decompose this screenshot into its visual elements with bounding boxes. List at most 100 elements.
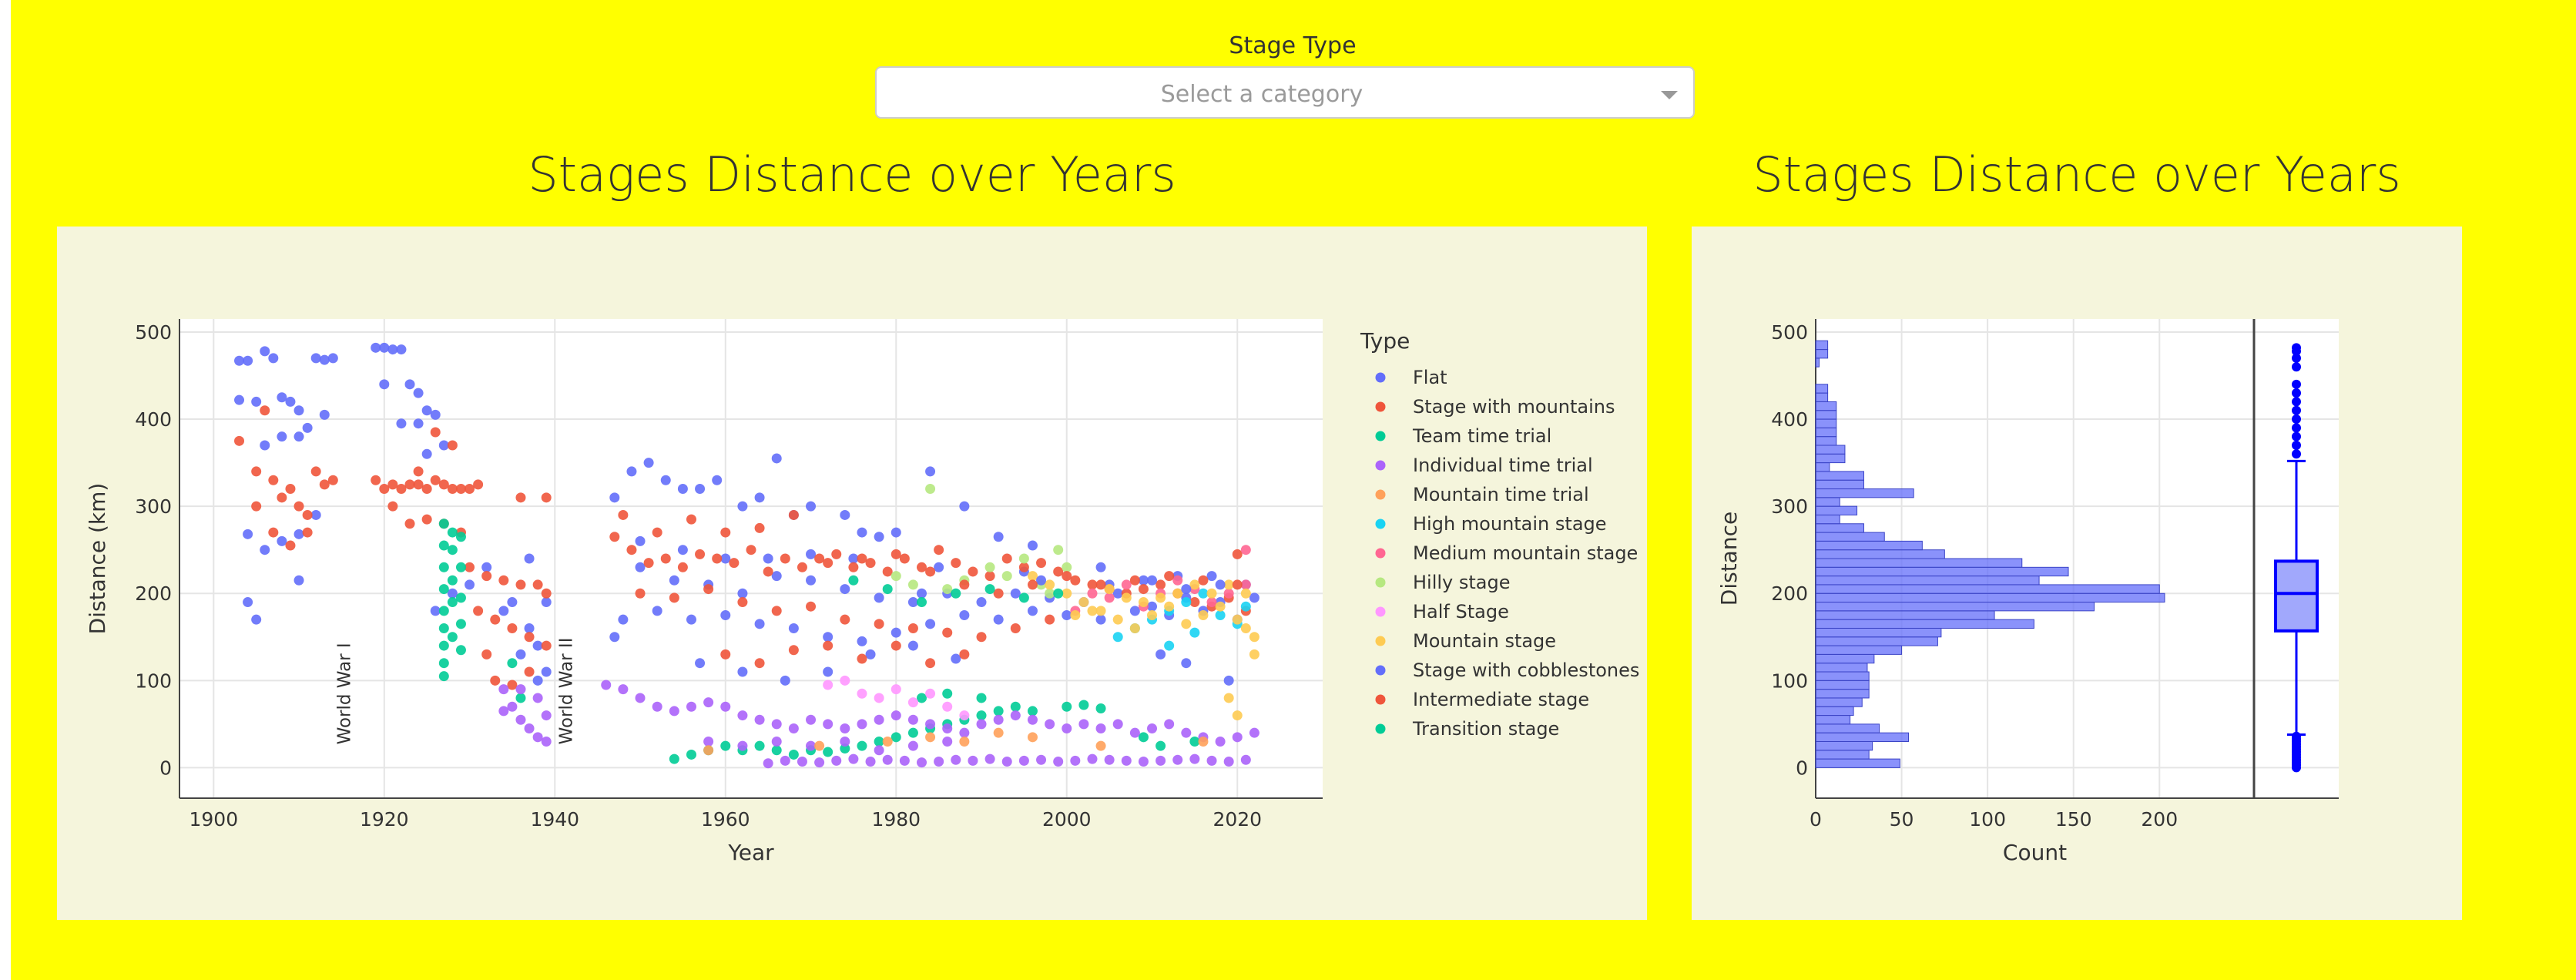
box-outlier — [2292, 414, 2301, 425]
histogram-bar — [1815, 505, 1858, 515]
scatter-point — [490, 675, 501, 686]
scatter-point — [686, 749, 696, 760]
scatter-point — [541, 666, 552, 677]
scatter-point — [260, 405, 270, 416]
scatter-point — [455, 562, 466, 572]
legend-marker — [1375, 372, 1386, 383]
scatter-point — [1206, 588, 1217, 599]
scatter-point — [438, 623, 449, 633]
x-tick-label: 150 — [2055, 808, 2092, 831]
scatter-point — [1036, 575, 1047, 586]
scatter-point — [421, 514, 432, 525]
scatter-point — [907, 727, 918, 738]
scatter-point — [1062, 723, 1072, 734]
scatter-point — [541, 710, 552, 721]
box-outlier — [2292, 449, 2301, 459]
scatter-point — [532, 732, 543, 743]
scatter-chart[interactable]: 1900 1920 1940 1960 1980 2000 2020 0 100 200 300 40… — [57, 227, 1647, 920]
scatter-point — [438, 640, 449, 651]
scatter-point — [771, 736, 782, 747]
scatter-point — [396, 344, 407, 355]
scatter-point — [234, 435, 245, 446]
scatter-point — [260, 440, 270, 451]
scatter-point — [490, 614, 501, 625]
box-iqr — [2274, 559, 2319, 633]
scatter-point — [814, 553, 825, 564]
scatter-point — [1189, 627, 1200, 638]
scatter-point — [1112, 719, 1123, 730]
scatter-point — [302, 422, 313, 433]
scatter-point — [1070, 610, 1081, 621]
box-plot — [2274, 343, 2319, 773]
scatter-point — [473, 479, 484, 490]
scatter-point — [942, 736, 953, 747]
scatter-point — [618, 614, 629, 625]
scatter-point — [780, 553, 790, 564]
scatter-point — [1232, 614, 1243, 625]
scatter-point — [293, 529, 304, 539]
scatter-point — [447, 588, 458, 599]
scatter-point — [1138, 584, 1149, 595]
scatter-point — [652, 701, 662, 712]
scatter-point — [959, 710, 970, 721]
scatter-point — [626, 466, 637, 477]
scatter-point — [882, 566, 893, 577]
scatter-point — [1181, 597, 1192, 608]
scatter-point — [310, 509, 321, 520]
scatter-point — [1156, 579, 1166, 590]
scatter-point — [1095, 579, 1106, 590]
scatter-point — [1112, 588, 1123, 599]
series-mountain-stage — [1027, 571, 1259, 721]
scatter-point — [1223, 675, 1234, 686]
scatter-point — [1156, 740, 1166, 751]
scatter-point — [515, 684, 526, 695]
histogram-bar — [1815, 758, 1900, 768]
scatter-point — [1121, 592, 1132, 603]
legend-marker — [1375, 606, 1386, 617]
series-stage-with-cobblestones — [916, 562, 1226, 599]
scatter-point — [840, 675, 850, 686]
scatter-point — [524, 553, 535, 564]
scatter-point — [831, 755, 842, 766]
scatter-point — [609, 532, 620, 542]
x-tick-label: 1920 — [360, 808, 409, 831]
scatter-point — [857, 527, 867, 538]
scatter-point — [430, 475, 441, 485]
histogram-bar — [1815, 602, 2095, 612]
scatter-point — [857, 740, 867, 751]
scatter-point — [763, 758, 773, 769]
histogram-bar — [1815, 523, 1864, 533]
scatter-point — [1053, 588, 1064, 599]
box-outlier — [2292, 440, 2301, 450]
histogram-bar — [1815, 497, 1840, 507]
scatter-point — [234, 394, 245, 405]
y-axis-title: Distance — [1716, 512, 1742, 606]
chevron-down-icon[interactable] — [1661, 91, 1678, 99]
scatter-point — [899, 755, 910, 766]
scatter-point — [293, 501, 304, 512]
scatter-point — [720, 527, 731, 538]
scatter-point — [1036, 754, 1047, 765]
scatter-point — [1138, 597, 1149, 608]
scatter-point — [1164, 571, 1175, 582]
histogram-bar — [1815, 723, 1880, 733]
scatter-point — [1095, 740, 1106, 751]
scatter-point — [404, 379, 415, 390]
scatter-point — [984, 584, 995, 595]
histogram-bar — [1815, 418, 1837, 428]
box-outlier — [2292, 388, 2301, 398]
histogram-bar — [1815, 471, 1864, 481]
scatter-point — [532, 675, 543, 686]
distribution-chart[interactable]: 0 50 100 150 200 0 100 200 300 400 500 Count Distanc… — [1692, 227, 2462, 920]
histogram-bar — [1815, 462, 1830, 472]
scatter-point — [387, 501, 398, 512]
scatter-point — [1053, 545, 1064, 555]
scatter-point — [481, 562, 492, 572]
stage-type-dropdown[interactable]: Select a category — [875, 66, 1695, 119]
scatter-point — [1062, 610, 1072, 621]
scatter-point — [669, 575, 679, 586]
x-axis-title: Count — [2003, 840, 2067, 865]
scatter-point — [891, 627, 901, 638]
legend-label: Mountain time trial — [1413, 484, 1589, 505]
scatter-point — [438, 440, 449, 451]
